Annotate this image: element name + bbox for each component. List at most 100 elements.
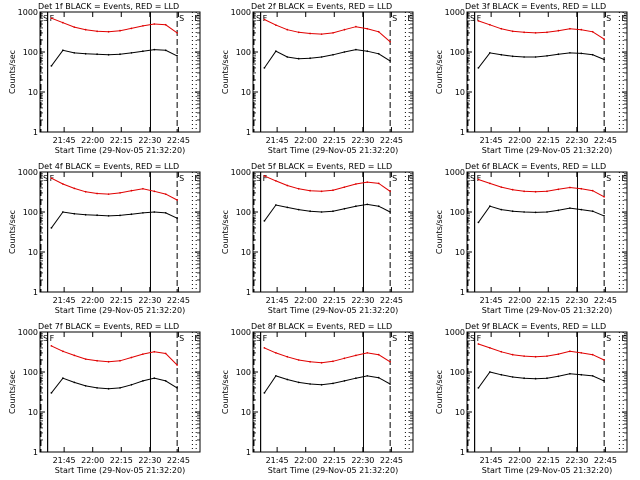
data-point: [164, 352, 167, 355]
x-tick-label: 21:45: [53, 456, 76, 465]
data-point: [275, 204, 277, 206]
data-point: [107, 360, 110, 363]
data-point: [546, 211, 548, 213]
data-point: [286, 56, 289, 58]
y-axis-label: Counts/sec: [8, 370, 17, 414]
data-point: [377, 376, 380, 379]
flag-label: F: [477, 174, 482, 183]
data-point: [534, 377, 537, 380]
x-tick-label: 22:45: [380, 456, 403, 465]
data-point: [297, 208, 300, 211]
chart-panel-5: Det 5f BLACK = Events, RED = LLD 1 10 100 10…: [221, 162, 414, 315]
data-point: [523, 377, 525, 380]
data-point: [591, 30, 594, 33]
data-point: [557, 53, 560, 56]
series-line: [263, 375, 391, 394]
series-line: [478, 343, 605, 361]
plot-frame: [252, 11, 414, 133]
x-tick-label: 22:30: [565, 136, 588, 145]
y-tick-label: 100: [23, 208, 38, 217]
y-tick-label: 10: [455, 248, 465, 257]
y-tick-label: 10: [241, 248, 251, 257]
data-point: [50, 177, 53, 180]
y-tick-label: 1000: [445, 168, 465, 177]
data-point: [275, 352, 277, 354]
data-point: [569, 372, 571, 375]
data-point: [546, 190, 548, 193]
data-point: [511, 353, 514, 356]
x-tick-label: 22:30: [138, 136, 161, 145]
x-tick-label: 22:00: [294, 136, 317, 145]
data-point: [96, 30, 98, 33]
data-point: [309, 189, 311, 192]
y-tick-label: 1: [460, 128, 465, 137]
x-tick-label: 21:45: [53, 296, 76, 305]
data-point: [263, 18, 266, 21]
x-tick-label: 22:30: [138, 456, 161, 465]
flag-label: S: [256, 14, 261, 23]
data-point: [389, 60, 391, 62]
data-point: [263, 175, 266, 177]
flag-label: S: [392, 14, 397, 23]
data-point: [50, 65, 53, 67]
data-point: [297, 57, 300, 60]
y-axis-label: Counts/sec: [435, 370, 444, 414]
data-point: [366, 203, 369, 206]
data-point: [477, 20, 480, 22]
data-point: [84, 190, 87, 193]
y-tick-label: 1000: [18, 168, 38, 177]
data-point: [263, 392, 266, 394]
data-point: [569, 350, 571, 353]
data-point: [332, 360, 334, 363]
data-point: [62, 350, 64, 353]
x-tick-label: 22:15: [323, 456, 346, 465]
x-tick-label: 22:30: [138, 296, 161, 305]
data-point: [477, 178, 480, 181]
series-line: [264, 19, 391, 43]
series-line: [51, 17, 178, 34]
data-point: [263, 347, 266, 349]
data-point: [377, 30, 380, 33]
flag-label: F: [263, 14, 268, 23]
y-tick-label: 1000: [231, 328, 251, 337]
data-point: [500, 186, 503, 189]
x-axis-label: Start Time (29-Nov-05 21:32:20): [55, 146, 185, 155]
plot-frame: [39, 331, 201, 453]
data-point: [489, 52, 491, 54]
series-line: [50, 211, 178, 229]
data-point: [580, 28, 583, 31]
y-axis-label: Counts/sec: [221, 50, 230, 94]
data-point: [343, 207, 346, 210]
x-tick-label: 22:45: [167, 296, 190, 305]
y-tick-label: 100: [236, 48, 251, 57]
series-line: [263, 203, 391, 222]
data-point: [286, 206, 289, 209]
data-point: [84, 213, 87, 216]
flag-label: S: [179, 14, 184, 23]
panel-title: Det 7f BLACK = Events, RED = LLD: [38, 322, 179, 331]
flag-label: S: [256, 174, 261, 183]
data-point: [523, 211, 525, 213]
flag-label: S: [43, 334, 48, 343]
flag-label: S: [470, 14, 475, 23]
data-point: [546, 355, 548, 357]
data-point: [523, 355, 525, 357]
flag-label: S: [470, 334, 475, 343]
y-tick-label: 100: [450, 48, 465, 57]
data-point: [343, 51, 346, 53]
data-point: [50, 17, 53, 20]
y-axis-label: Counts/sec: [435, 50, 444, 94]
data-point: [96, 53, 98, 56]
x-tick-label: 21:45: [266, 456, 289, 465]
x-tick-label: 22:15: [323, 136, 346, 145]
x-tick-label: 22:00: [508, 296, 531, 305]
x-tick-label: 22:45: [380, 296, 403, 305]
data-point: [62, 377, 64, 380]
x-tick-label: 22:00: [81, 296, 104, 305]
x-tick-label: 21:45: [480, 136, 503, 145]
x-tick-label: 22:15: [110, 456, 133, 465]
panel-title: Det 4f BLACK = Events, RED = LLD: [38, 162, 179, 171]
chart-panel-1: Det 1f BLACK = Events, RED = LLD 1 10 100 10…: [8, 2, 201, 155]
x-axis-label: Start Time (29-Nov-05 21:32:20): [482, 466, 612, 475]
